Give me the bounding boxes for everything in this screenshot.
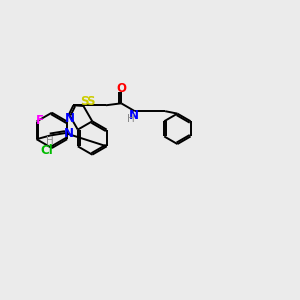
- Text: N: N: [129, 109, 139, 122]
- Text: N: N: [64, 127, 74, 140]
- Text: H: H: [127, 113, 135, 124]
- Text: S: S: [80, 95, 88, 108]
- Text: S: S: [86, 94, 94, 108]
- Text: O: O: [116, 82, 126, 94]
- Text: F: F: [36, 114, 44, 127]
- Text: Cl: Cl: [40, 144, 53, 157]
- Text: N: N: [65, 112, 75, 125]
- Text: H: H: [46, 136, 54, 146]
